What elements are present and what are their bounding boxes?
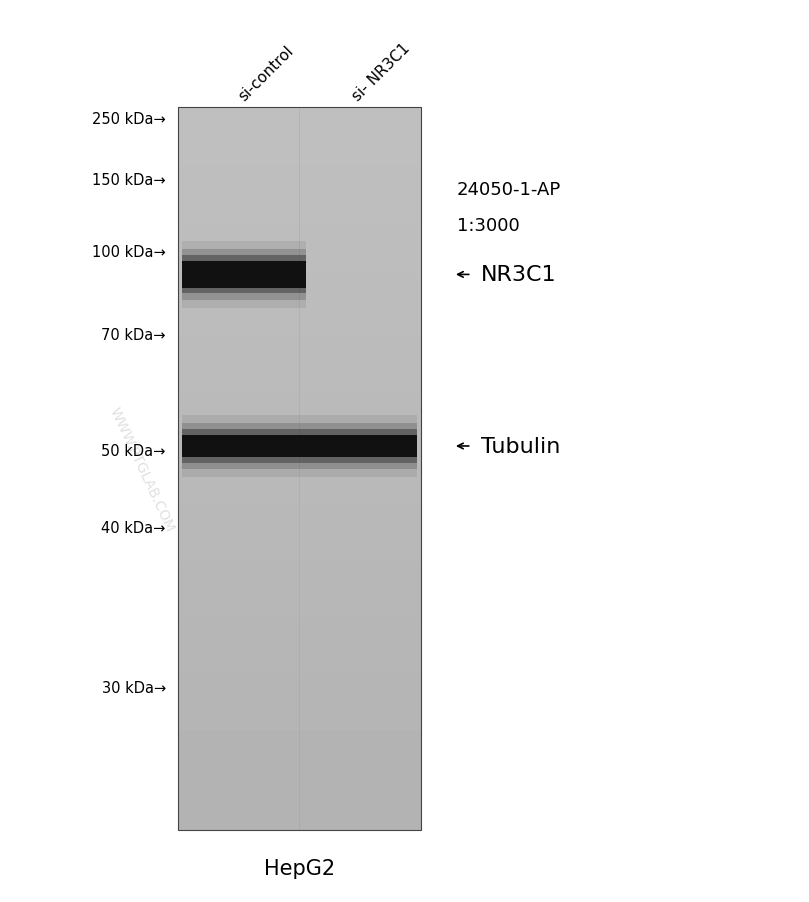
Bar [182, 256, 306, 294]
Text: 150 kDa→: 150 kDa→ [92, 173, 166, 188]
Text: 1:3000: 1:3000 [457, 216, 520, 235]
Bar [182, 415, 417, 478]
Text: 70 kDa→: 70 kDa→ [101, 328, 166, 343]
Text: 24050-1-AP: 24050-1-AP [457, 180, 561, 198]
Bar [182, 262, 306, 289]
Text: 100 kDa→: 100 kDa→ [92, 245, 166, 260]
Bar [182, 250, 306, 300]
Text: NR3C1: NR3C1 [481, 265, 557, 285]
Text: HepG2: HepG2 [264, 858, 335, 878]
Text: WWW.PTGLAB.COM: WWW.PTGLAB.COM [107, 405, 176, 533]
Bar [182, 424, 417, 469]
Text: 250 kDa→: 250 kDa→ [92, 112, 166, 126]
Text: 30 kDa→: 30 kDa→ [102, 680, 166, 695]
Bar [182, 435, 417, 457]
Bar [182, 430, 417, 464]
Text: si- NR3C1: si- NR3C1 [349, 41, 413, 104]
Text: 40 kDa→: 40 kDa→ [101, 520, 166, 535]
Bar [178, 108, 421, 830]
Text: si-control: si-control [236, 43, 297, 104]
Text: Tubulin: Tubulin [481, 437, 561, 456]
Bar [182, 242, 306, 308]
Text: 50 kDa→: 50 kDa→ [101, 444, 166, 458]
